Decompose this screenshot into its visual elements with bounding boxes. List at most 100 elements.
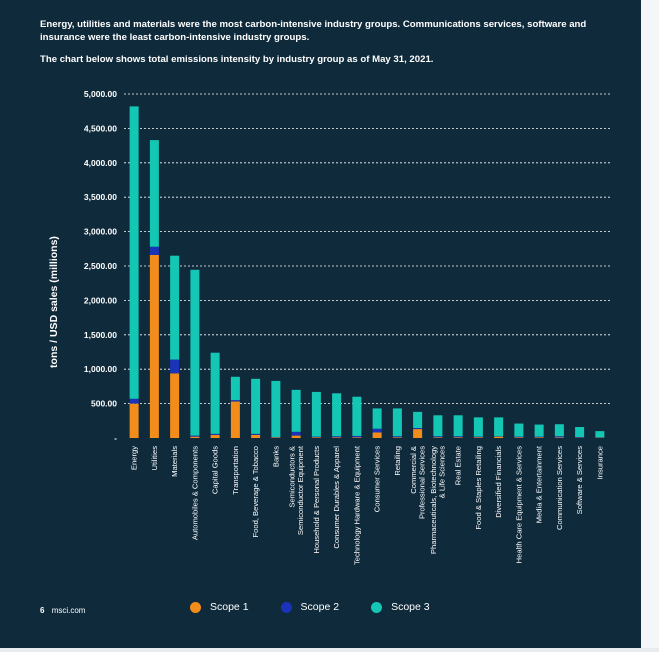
x-tick-label: Diversified Financials <box>494 446 503 518</box>
x-tick-label-line: Capital Goods <box>211 446 220 494</box>
x-tick-label: Commercial &Professional Services <box>409 446 427 519</box>
bar-segment-scope-1 <box>352 437 362 438</box>
intro-paragraph-2: The chart below shows total emissions in… <box>40 54 434 65</box>
legend-label-scope-2: Scope 2 <box>300 601 340 613</box>
bar-segment-scope-2 <box>433 436 443 438</box>
y-tick-label: 4,500.00 <box>84 123 117 133</box>
x-tick-label: Retailing <box>393 446 402 476</box>
bar-segment-scope-1 <box>149 254 159 438</box>
bar-segment-scope-2 <box>291 431 301 436</box>
bar-segment-scope-2 <box>453 436 463 438</box>
bar-segment-scope-3 <box>433 415 443 437</box>
x-tick-label: Consumer Durables & Apparel <box>332 446 341 549</box>
bar-segment-scope-1 <box>473 437 483 438</box>
x-tick-label-line: Real Estate <box>454 446 463 485</box>
intro-paragraph-1: Energy, utilities and materials were the… <box>40 19 587 43</box>
y-tick-label: 500.00 <box>91 399 117 409</box>
bar-segment-scope-2 <box>210 433 220 435</box>
x-tick-label-line: Diversified Financials <box>494 446 503 518</box>
gridlines <box>124 93 610 405</box>
bar-segment-scope-2 <box>534 436 544 438</box>
x-tick-label-line: Energy <box>130 446 139 470</box>
y-tick-label: 1,000.00 <box>84 364 117 374</box>
y-tick-label: 4,000.00 <box>84 158 117 168</box>
bar-segment-scope-2 <box>149 246 159 255</box>
intro-text: Energy, utilities and materials were the… <box>40 18 615 75</box>
bar-segment-scope-1 <box>210 434 220 438</box>
x-tick-label-line: Consumer Services <box>373 446 382 512</box>
bar-segment-scope-1 <box>554 437 564 438</box>
y-axis-ticks: - 500.00 1,000.00 1,500.00 2,000.00 2,500.00 3… <box>84 89 117 443</box>
page-edge-bottom <box>0 648 659 652</box>
legend-item-scope-3: Scope 3 <box>371 601 430 613</box>
bar-segment-scope-3 <box>311 391 321 437</box>
bar-segment-scope-3 <box>413 411 423 429</box>
bar-segment-scope-3 <box>473 417 483 437</box>
bar-segment-scope-1 <box>230 401 240 438</box>
bar-segment-scope-1 <box>534 437 544 438</box>
bar-segment-scope-3 <box>210 352 220 434</box>
legend-swatch-scope-2 <box>280 601 292 613</box>
bar-segment-scope-2 <box>352 435 362 438</box>
bar-segment-scope-3 <box>372 408 382 429</box>
x-tick-label: Pharmaceuticals, Biotechnology& Life Sci… <box>429 446 447 554</box>
bar-segment-scope-1 <box>514 437 524 438</box>
x-tick-label-line: Technology Hardware & Equipment <box>352 445 361 565</box>
bar-segment-scope-3 <box>575 426 585 437</box>
bar-segment-scope-2 <box>230 400 240 402</box>
legend-swatch-scope-3 <box>371 601 383 613</box>
bar-segment-scope-3 <box>514 423 524 437</box>
bar-segment-scope-2 <box>311 436 321 438</box>
x-tick-label: Materials <box>170 446 179 477</box>
bar-segment-scope-3 <box>149 140 159 247</box>
x-tick-label-line: Semiconductor Equipment <box>296 445 305 535</box>
page-number: 6 <box>40 606 45 615</box>
y-axis-label: tons / USD sales (millions) <box>48 236 60 368</box>
bar-segment-scope-3 <box>170 255 180 360</box>
x-tick-label-line: Commercial & <box>409 446 418 494</box>
y-tick-label: 5,000.00 <box>84 89 117 99</box>
bar-segment-scope-3 <box>352 396 362 436</box>
legend-item-scope-2: Scope 2 <box>280 601 340 613</box>
x-tick-label: Energy <box>130 446 139 470</box>
bar-segment-scope-1 <box>311 437 321 438</box>
legend-item-scope-1: Scope 1 <box>190 601 249 613</box>
x-tick-label-line: Media & Entertainment <box>535 445 544 523</box>
x-tick-label: Transportation <box>231 446 240 495</box>
bar-segment-scope-1 <box>372 432 382 438</box>
x-tick-label: Real Estate <box>454 446 463 485</box>
x-tick-label: Household & Personal Products <box>312 446 321 554</box>
bar-segment-scope-1 <box>129 403 139 438</box>
x-tick-label: Technology Hardware & Equipment <box>352 445 361 565</box>
bars <box>129 106 605 438</box>
bar-segment-scope-2 <box>332 436 342 438</box>
bar-segment-scope-3 <box>230 376 240 401</box>
bar-segment-scope-2 <box>413 428 423 430</box>
bar-segment-scope-2 <box>392 436 402 438</box>
x-tick-label-line: Retailing <box>393 446 402 476</box>
bar-segment-scope-2 <box>575 436 585 438</box>
page-edge-right <box>641 0 659 652</box>
legend-label-scope-1: Scope 1 <box>210 601 249 613</box>
y-tick-label: 1,500.00 <box>84 330 117 340</box>
bar-segment-scope-3 <box>392 408 402 437</box>
x-tick-label-line: Communication Services <box>555 446 564 530</box>
x-tick-label-line: Health Care Equipment & Services <box>514 446 523 564</box>
x-tick-label: Media & Entertainment <box>535 445 544 523</box>
x-tick-label-line: & Life Sciences <box>438 446 447 499</box>
x-tick-label: Communication Services <box>555 446 564 530</box>
page-footer: 6 msci.com <box>40 606 85 615</box>
x-tick-label-line: Materials <box>170 446 179 477</box>
x-tick-label-line: Food & Staples Retailing <box>474 446 483 530</box>
x-tick-label: Food, Beverage & Tobacco <box>251 446 260 537</box>
x-tick-label-line: Pharmaceuticals, Biotechnology <box>429 446 438 554</box>
bar-segment-scope-1 <box>392 437 402 438</box>
x-tick-label: Banks <box>271 446 280 467</box>
bar-segment-scope-2 <box>170 359 180 374</box>
x-tick-label-line: Professional Services <box>417 446 426 519</box>
x-tick-label-line: Semiconductors & <box>287 446 296 508</box>
bar-segment-scope-1 <box>170 373 180 438</box>
bar-segment-scope-1 <box>190 436 200 438</box>
